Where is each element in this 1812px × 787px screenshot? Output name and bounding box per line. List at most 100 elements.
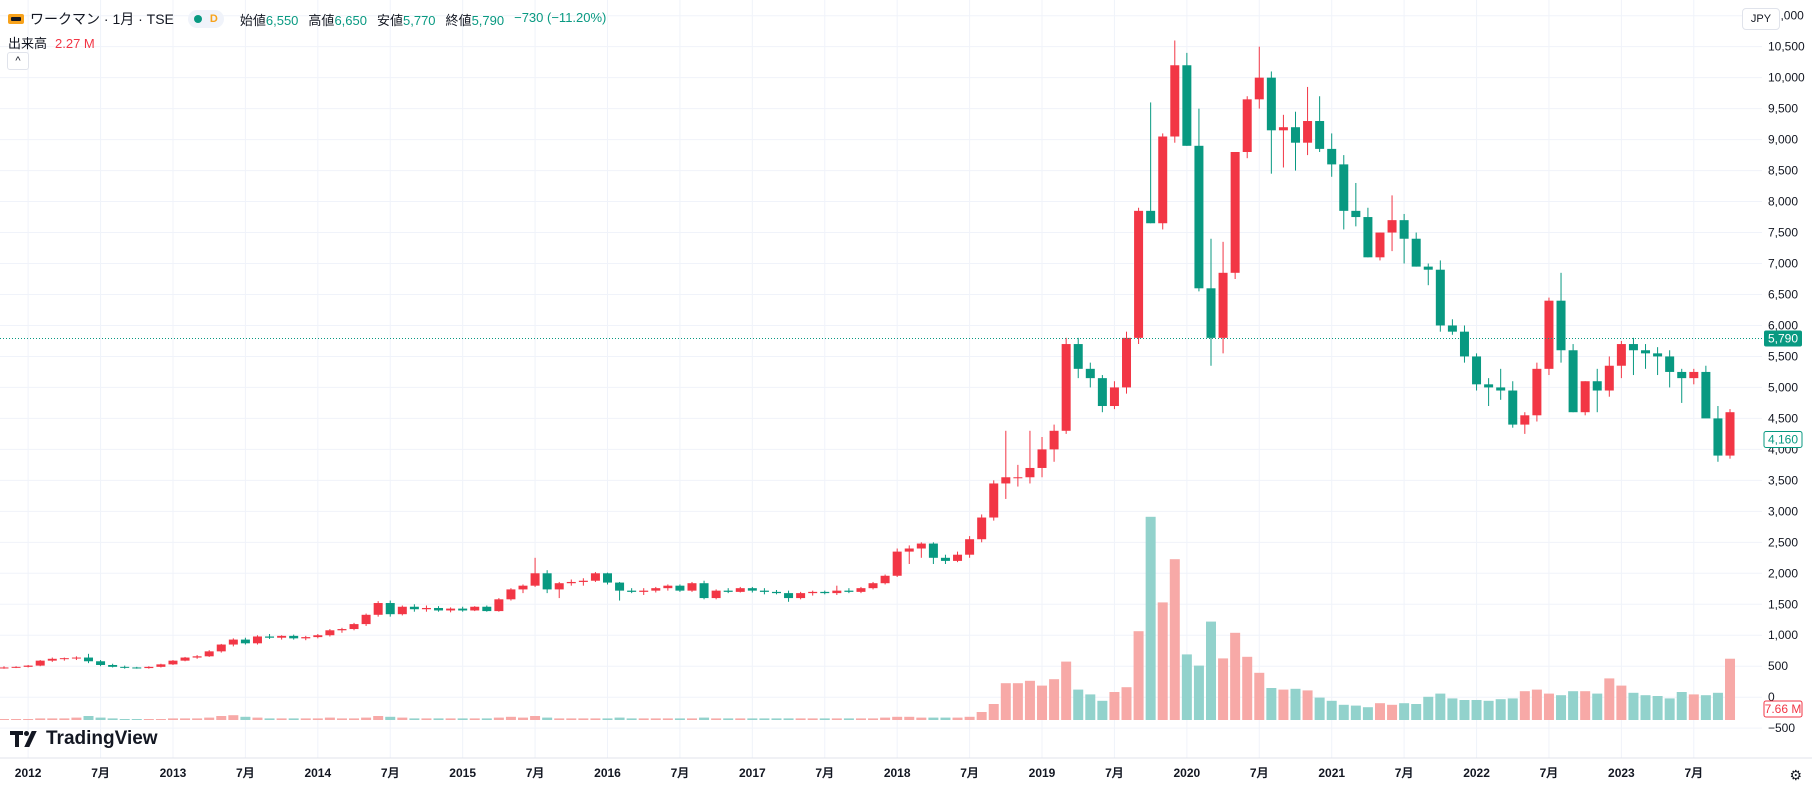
candle-body (1628, 344, 1638, 351)
volume-bar (276, 718, 287, 720)
time-tick-label: 2016 (594, 766, 621, 780)
candle (1665, 350, 1675, 388)
volume-bar (11, 719, 22, 720)
candle (349, 622, 359, 631)
price-tick-label: 9,500 (1768, 102, 1798, 116)
last-price-label: 5,790 (1768, 331, 1798, 345)
volume-bar (421, 718, 432, 720)
candle-body (11, 666, 21, 668)
candle-body (675, 585, 685, 591)
volume-bars (0, 516, 1736, 720)
candle-body (820, 591, 830, 594)
currency-button[interactable]: JPY (1742, 8, 1780, 30)
candle (144, 666, 154, 669)
price-tick-label: 7,000 (1768, 257, 1798, 271)
candle (796, 591, 806, 600)
volume-marker-label: 7.66 M (1765, 702, 1802, 716)
candle (96, 660, 106, 667)
time-tick-label: 2017 (739, 766, 766, 780)
volume-bar (711, 718, 722, 720)
volume-bar (1507, 698, 1518, 720)
volume-bar (1362, 707, 1373, 720)
collapse-legend-button[interactable]: ^ (7, 52, 29, 70)
volume-bar (397, 717, 408, 720)
settings-gear-icon[interactable]: ⚙ (1789, 767, 1802, 783)
candle (747, 586, 757, 593)
candle-body (1278, 127, 1288, 131)
candle-body (711, 590, 721, 599)
volume-bar (361, 717, 372, 720)
candle (47, 657, 57, 662)
volume-bar (1725, 658, 1736, 720)
candle-body (1170, 65, 1180, 137)
candle-body (1532, 368, 1542, 416)
candle-body (856, 588, 866, 592)
candle-body (1242, 99, 1252, 152)
candle-body (1447, 325, 1457, 332)
symbol-title[interactable]: ワークマン · 1月 · TSE (30, 11, 174, 27)
ohlc-low: 安値5,770 (376, 12, 436, 28)
volume-bar (312, 718, 323, 720)
volume-bar (1640, 695, 1651, 720)
prev-price-label: 4,160 (1768, 432, 1798, 446)
volume-bar (1085, 694, 1096, 720)
candle-body (1701, 371, 1711, 419)
candle (1085, 362, 1095, 388)
candle-body (1556, 300, 1566, 351)
candle (1447, 319, 1457, 335)
candle-body (603, 573, 612, 583)
volume-bar (349, 718, 360, 720)
last-price-label-bg (1764, 330, 1802, 347)
volume-bar (240, 716, 251, 720)
volume-bar (143, 719, 154, 720)
volume-bar (59, 718, 70, 720)
symbol-logo-icon (8, 14, 24, 24)
candle (844, 588, 854, 594)
candle-body (578, 580, 588, 582)
candle (132, 666, 142, 669)
candle-body (1122, 337, 1132, 388)
candle-body (47, 658, 57, 661)
price-tick-label: 8,000 (1768, 195, 1798, 209)
candle (482, 605, 492, 612)
candle-body (1387, 220, 1397, 233)
volume-bar (1628, 692, 1639, 720)
volume-bar (0, 719, 9, 720)
candle (1616, 340, 1626, 379)
volume-bar (1145, 516, 1156, 720)
volume-bar (855, 718, 866, 720)
volume-bar (469, 718, 480, 720)
candle (1713, 406, 1723, 462)
volume-bar (904, 716, 915, 720)
candle-body (530, 573, 540, 586)
candle-body (421, 607, 431, 610)
candle (1194, 108, 1204, 292)
candle-body (252, 636, 262, 644)
candle-body (1653, 353, 1663, 357)
candle (108, 663, 118, 668)
candle-body (844, 590, 854, 592)
candle (687, 581, 697, 592)
volume-bar (566, 718, 577, 720)
candle-body (1496, 387, 1506, 391)
candle-body (1580, 381, 1590, 413)
time-tick-label: 7月 (1105, 766, 1124, 780)
tradingview-mark-icon (10, 731, 40, 747)
volume-bar (252, 717, 263, 720)
candle (868, 581, 878, 590)
candle-body (349, 624, 359, 630)
candle-body (120, 666, 130, 668)
candle-body (1677, 371, 1687, 379)
candle-body (313, 635, 323, 638)
volume-bar (155, 719, 166, 720)
market-status-pill[interactable]: D (187, 10, 224, 28)
candle (1037, 436, 1047, 478)
volume-bar (324, 717, 335, 720)
candle-body (590, 573, 600, 581)
volume-bar (35, 718, 46, 720)
volume-bar (1556, 695, 1567, 720)
candle-body (1508, 390, 1518, 425)
candle (1387, 195, 1397, 252)
price-tick-label: 5,000 (1768, 380, 1798, 394)
